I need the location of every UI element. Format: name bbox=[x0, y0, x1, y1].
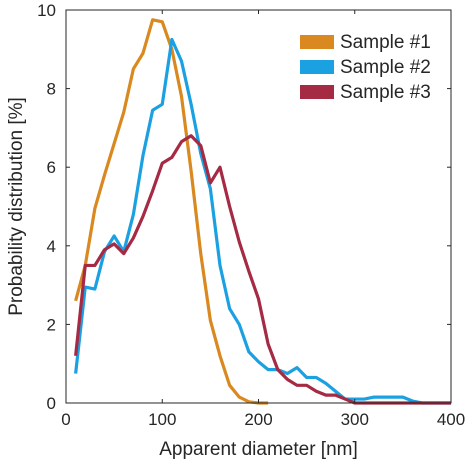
y-tick-label: 6 bbox=[47, 158, 56, 177]
y-tick-label: 8 bbox=[47, 80, 56, 99]
y-tick-label: 0 bbox=[47, 394, 56, 413]
x-tick-label: 100 bbox=[148, 410, 176, 429]
legend-swatch-1 bbox=[300, 35, 334, 49]
x-axis-label: Apparent diameter [nm] bbox=[159, 439, 358, 460]
x-tick-label: 200 bbox=[244, 410, 272, 429]
legend: Sample #1 Sample #2 Sample #3 bbox=[300, 32, 431, 103]
series-line-3 bbox=[74, 134, 451, 405]
x-tick-label: 400 bbox=[437, 410, 465, 429]
legend-swatch-3 bbox=[300, 85, 334, 99]
y-tick-label: 4 bbox=[47, 237, 56, 256]
y-tick-label: 2 bbox=[47, 315, 56, 334]
legend-label-1: Sample #1 bbox=[340, 32, 431, 53]
legend-label-3: Sample #3 bbox=[340, 82, 431, 103]
y-axis-label: Probability distribution [%] bbox=[6, 97, 27, 316]
ticks-layer: 0 100 200 300 400 0 2 4 6 8 10 bbox=[37, 1, 465, 429]
legend-label-2: Sample #2 bbox=[340, 57, 431, 78]
y-tick-label: 10 bbox=[37, 1, 56, 20]
series-line-2 bbox=[74, 37, 451, 405]
x-tick-label: 300 bbox=[341, 410, 369, 429]
legend-swatch-2 bbox=[300, 60, 334, 74]
series-line-1 bbox=[74, 18, 269, 405]
x-tick-label: 0 bbox=[61, 410, 70, 429]
